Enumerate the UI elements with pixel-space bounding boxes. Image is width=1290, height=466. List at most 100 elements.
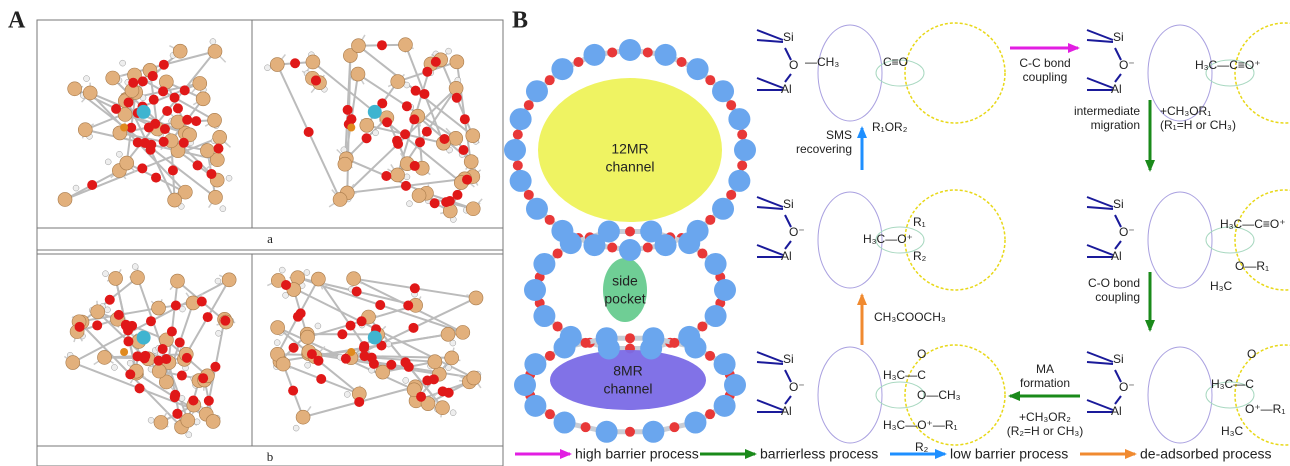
chem-label: R₂ bbox=[913, 249, 927, 263]
o-atom bbox=[151, 173, 161, 183]
o-atom bbox=[105, 295, 115, 305]
h-atom bbox=[315, 323, 321, 329]
o-atom bbox=[375, 300, 385, 310]
step-label: C-O bond bbox=[1088, 276, 1140, 290]
step-label: CH₃COOCH₃ bbox=[874, 310, 946, 324]
bond bbox=[757, 362, 783, 364]
c-atom bbox=[152, 301, 166, 315]
bond bbox=[757, 197, 783, 207]
o-atom bbox=[290, 58, 300, 68]
bond bbox=[757, 245, 783, 255]
c-atom bbox=[208, 44, 222, 58]
p-atom bbox=[347, 124, 355, 132]
channel-label: pocket bbox=[604, 291, 645, 307]
h-atom bbox=[344, 391, 350, 397]
c-atom bbox=[83, 86, 97, 100]
si-site bbox=[705, 305, 727, 327]
scheme: SiO⁻AlOH₃C—CO⁺—R₁H₃C bbox=[1087, 345, 1290, 445]
chem-label: —CH₃ bbox=[805, 55, 839, 69]
legend-text: de-adsorbed process bbox=[1140, 446, 1272, 462]
atom-label: Al bbox=[1111, 82, 1122, 96]
o-atom bbox=[204, 396, 214, 406]
o-atom bbox=[367, 353, 377, 363]
c-atom bbox=[97, 350, 111, 364]
site-ellipse bbox=[818, 347, 882, 443]
si-site bbox=[583, 44, 605, 66]
atom-label: Si bbox=[1113, 352, 1124, 366]
chem-label: H₃C—C≡O⁺ bbox=[1220, 217, 1286, 231]
c-atom bbox=[333, 192, 347, 206]
o-atom bbox=[87, 180, 97, 190]
bond bbox=[757, 207, 783, 209]
si-site bbox=[714, 395, 736, 417]
c-atom bbox=[196, 92, 210, 106]
o-site bbox=[697, 321, 707, 331]
o-atom bbox=[125, 369, 135, 379]
o-site bbox=[643, 243, 653, 253]
o-site bbox=[545, 215, 555, 225]
si-site bbox=[684, 336, 706, 358]
chem-label: O bbox=[1247, 347, 1256, 361]
si-site bbox=[684, 412, 706, 434]
chem-label: H₃C bbox=[1210, 279, 1233, 293]
bond bbox=[1115, 241, 1121, 249]
o-site bbox=[669, 422, 679, 432]
bond bbox=[1087, 207, 1113, 209]
o-atom bbox=[148, 71, 158, 81]
atom-label: Al bbox=[781, 404, 792, 418]
o-atom bbox=[377, 40, 387, 50]
h-atom bbox=[446, 48, 452, 54]
o-atom bbox=[220, 316, 230, 326]
c-atom bbox=[68, 82, 82, 96]
bond bbox=[757, 40, 783, 42]
step-label: (R₂=H or CH₃) bbox=[1007, 424, 1084, 438]
si-site bbox=[619, 39, 641, 61]
c-atom bbox=[338, 157, 352, 171]
h-atom bbox=[406, 201, 412, 207]
o-site bbox=[524, 190, 534, 200]
o-atom bbox=[158, 344, 168, 354]
step-label: coupling bbox=[1023, 70, 1068, 84]
si-site bbox=[724, 374, 746, 396]
o-site bbox=[545, 351, 555, 361]
c-atom bbox=[109, 271, 123, 285]
h-atom bbox=[120, 60, 126, 66]
h-atom bbox=[215, 278, 221, 284]
si-site bbox=[526, 80, 548, 102]
bond bbox=[757, 30, 783, 40]
bond bbox=[1115, 74, 1121, 82]
chem-label: O—CH₃ bbox=[917, 388, 961, 402]
o-atom bbox=[400, 129, 410, 139]
h-atom bbox=[104, 307, 110, 313]
c-atom bbox=[206, 414, 220, 428]
o-atom bbox=[170, 392, 180, 402]
bond bbox=[1087, 78, 1113, 88]
si-site bbox=[655, 44, 677, 66]
atom-label: Al bbox=[1111, 249, 1122, 263]
o-atom bbox=[167, 327, 177, 337]
o-atom bbox=[281, 280, 291, 290]
o-site bbox=[705, 351, 715, 361]
c-atom bbox=[456, 325, 470, 339]
step-label: +CH₃OR₁ bbox=[1160, 104, 1211, 118]
channel-circle bbox=[1235, 345, 1290, 445]
bond bbox=[1087, 40, 1113, 42]
sub-label: b bbox=[267, 449, 274, 464]
si-site bbox=[687, 58, 709, 80]
chem-label: H₃C—O⁺—R₁ bbox=[883, 418, 958, 432]
metal-atom bbox=[137, 331, 151, 345]
chem-label: C≡O bbox=[883, 55, 908, 69]
atom-label: O⁻ bbox=[1119, 380, 1135, 394]
o-atom bbox=[289, 343, 299, 353]
c-atom bbox=[193, 76, 207, 90]
o-atom bbox=[179, 138, 189, 148]
figure: A B a b 12MRchannelsidepocket8MRchannel … bbox=[0, 0, 1290, 466]
c-atom bbox=[436, 401, 450, 415]
h-atom bbox=[220, 206, 226, 212]
chem-label: R₁ bbox=[913, 215, 926, 229]
o-atom bbox=[180, 85, 190, 95]
o-atom bbox=[410, 283, 420, 293]
c-atom bbox=[412, 189, 426, 203]
c-atom bbox=[360, 118, 374, 132]
step-label: R₁OR₂ bbox=[872, 120, 908, 134]
